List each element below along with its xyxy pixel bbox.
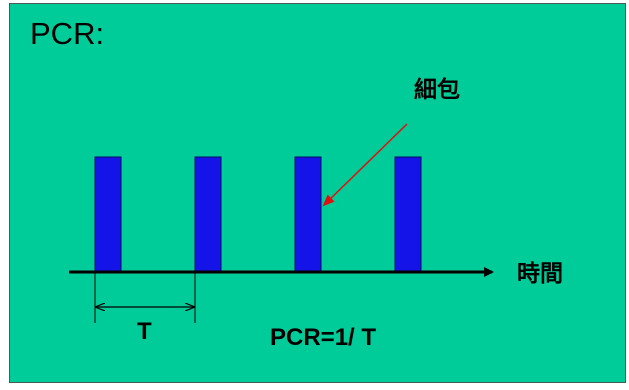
cell-label: 細包 — [414, 77, 460, 103]
time-axis-label: 時間 — [517, 261, 563, 287]
cell-pulse — [194, 156, 222, 273]
cell-pulse — [94, 156, 122, 273]
cell-pulse — [394, 156, 422, 273]
cell-pulse — [294, 156, 322, 273]
pcr-formula: PCR=1/ T — [270, 324, 377, 351]
diagram-title: PCR: — [30, 16, 105, 51]
cell-pointer-arrow — [322, 123, 408, 207]
period-label: T — [137, 318, 152, 345]
